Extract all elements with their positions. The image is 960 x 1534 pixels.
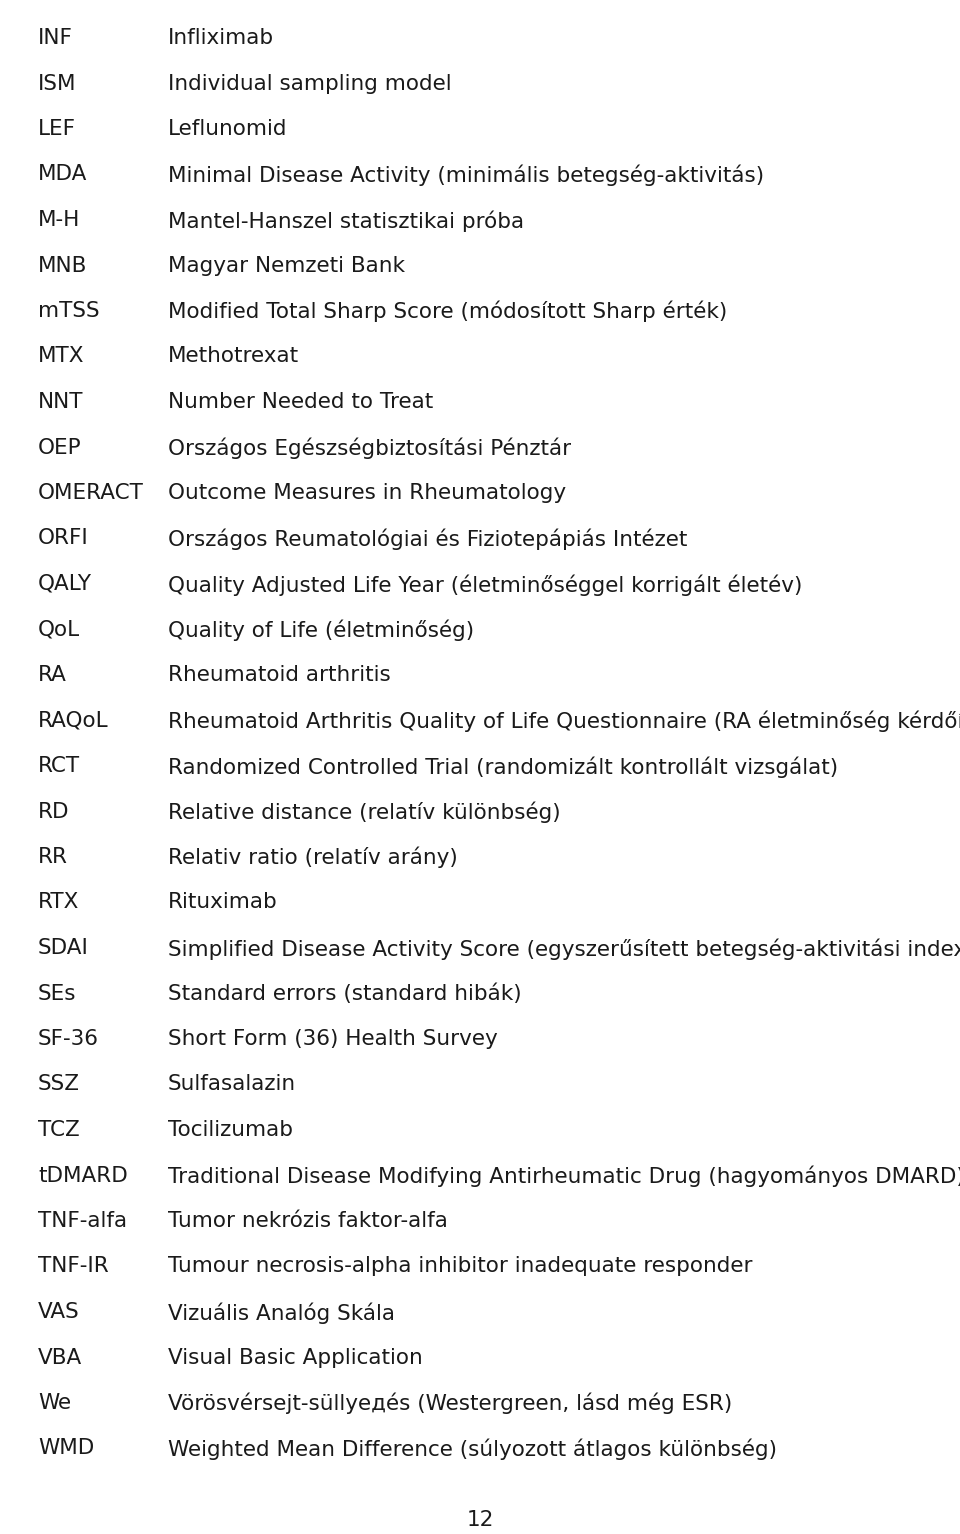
Text: QALY: QALY [38, 574, 92, 594]
Text: Short Form (36) Health Survey: Short Form (36) Health Survey [168, 1029, 497, 1049]
Text: Relative distance (relatív különbség): Relative distance (relatív különbség) [168, 801, 561, 824]
Text: Simplified Disease Activity Score (egyszerűsített betegség-aktivitási index): Simplified Disease Activity Score (egysz… [168, 937, 960, 959]
Text: TCZ: TCZ [38, 1120, 80, 1140]
Text: Vörösvérsejt-süllyедés (Westergreen, lásd még ESR): Vörösvérsejt-süllyедés (Westergreen, lás… [168, 1393, 732, 1414]
Text: SDAI: SDAI [38, 937, 89, 959]
Text: Rituximab: Rituximab [168, 893, 277, 913]
Text: Mantel-Hanszel statisztikai próba: Mantel-Hanszel statisztikai próba [168, 210, 524, 232]
Text: VBA: VBA [38, 1347, 83, 1367]
Text: LEF: LEF [38, 120, 76, 140]
Text: RD: RD [38, 801, 69, 822]
Text: Rheumatoid arthritis: Rheumatoid arthritis [168, 666, 391, 686]
Text: Standard errors (standard hibák): Standard errors (standard hibák) [168, 983, 521, 1003]
Text: Relativ ratio (relatív arány): Relativ ratio (relatív arány) [168, 847, 458, 868]
Text: VAS: VAS [38, 1302, 80, 1322]
Text: TNF-alfa: TNF-alfa [38, 1210, 127, 1230]
Text: Országos Reumatológiai és Fiziotерápiás Intézet: Országos Reumatológiai és Fiziotерápiás … [168, 529, 687, 551]
Text: RR: RR [38, 847, 68, 867]
Text: QoL: QoL [38, 620, 80, 640]
Text: Quality Adjusted Life Year (életminőséggel korrigált életév): Quality Adjusted Life Year (életminőségg… [168, 574, 803, 595]
Text: WMD: WMD [38, 1439, 94, 1459]
Text: Weighted Mean Difference (súlyozott átlagos különbség): Weighted Mean Difference (súlyozott átla… [168, 1439, 777, 1460]
Text: 12: 12 [467, 1509, 493, 1529]
Text: SF-36: SF-36 [38, 1029, 99, 1049]
Text: SSZ: SSZ [38, 1074, 80, 1094]
Text: Individual sampling model: Individual sampling model [168, 74, 451, 94]
Text: Visual Basic Application: Visual Basic Application [168, 1347, 422, 1367]
Text: mTSS: mTSS [38, 301, 100, 321]
Text: Vizuális Analóg Skála: Vizuális Analóg Skála [168, 1302, 395, 1324]
Text: MTX: MTX [38, 347, 84, 367]
Text: RA: RA [38, 666, 67, 686]
Text: MNB: MNB [38, 256, 87, 276]
Text: Traditional Disease Modifying Antirheumatic Drug (hagyományos DMARD): Traditional Disease Modifying Antirheuma… [168, 1166, 960, 1187]
Text: RCT: RCT [38, 756, 80, 776]
Text: Methotrexat: Methotrexat [168, 347, 300, 367]
Text: NNT: NNT [38, 393, 84, 413]
Text: Minimal Disease Activity (minimális betegség-aktivitás): Minimal Disease Activity (minimális bete… [168, 164, 764, 186]
Text: M-H: M-H [38, 210, 81, 230]
Text: tDMARD: tDMARD [38, 1166, 128, 1186]
Text: Number Needed to Treat: Number Needed to Treat [168, 393, 433, 413]
Text: Leflunomid: Leflunomid [168, 120, 287, 140]
Text: Infliximab: Infliximab [168, 28, 275, 48]
Text: ORFI: ORFI [38, 529, 88, 549]
Text: SEs: SEs [38, 983, 77, 1003]
Text: TNF-IR: TNF-IR [38, 1256, 108, 1276]
Text: We: We [38, 1393, 71, 1413]
Text: Quality of Life (életminőség): Quality of Life (életminőség) [168, 620, 474, 641]
Text: Tocilizumab: Tocilizumab [168, 1120, 293, 1140]
Text: Modified Total Sharp Score (módosított Sharp érték): Modified Total Sharp Score (módosított S… [168, 301, 728, 322]
Text: MDA: MDA [38, 164, 87, 184]
Text: RTX: RTX [38, 893, 80, 913]
Text: RAQoL: RAQoL [38, 710, 108, 730]
Text: OEP: OEP [38, 437, 82, 457]
Text: Rheumatoid Arthritis Quality of Life Questionnaire (RA életminőség kérdőív): Rheumatoid Arthritis Quality of Life Que… [168, 710, 960, 732]
Text: Outcome Measures in Rheumatology: Outcome Measures in Rheumatology [168, 483, 566, 503]
Text: INF: INF [38, 28, 73, 48]
Text: Tumor nekrózis faktor-alfa: Tumor nekrózis faktor-alfa [168, 1210, 448, 1230]
Text: Tumour necrosis-alpha inhibitor inadequate responder: Tumour necrosis-alpha inhibitor inadequa… [168, 1256, 753, 1276]
Text: Randomized Controlled Trial (randomizált kontrollált vizsgálat): Randomized Controlled Trial (randomizált… [168, 756, 838, 778]
Text: Országos Egészségbiztosítási Pénztár: Országos Egészségbiztosítási Pénztár [168, 437, 571, 459]
Text: OMERACT: OMERACT [38, 483, 144, 503]
Text: Magyar Nemzeti Bank: Magyar Nemzeti Bank [168, 256, 405, 276]
Text: Sulfasalazin: Sulfasalazin [168, 1074, 296, 1094]
Text: ISM: ISM [38, 74, 77, 94]
